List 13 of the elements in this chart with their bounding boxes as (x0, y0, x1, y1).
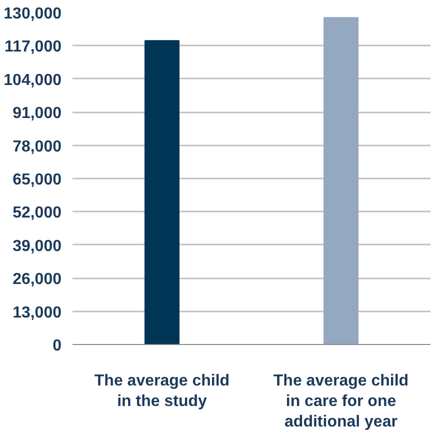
y-tick-label: 91,000 (12, 105, 62, 122)
y-tick-label: 65,000 (12, 172, 62, 188)
y-tick-label: 117,000 (4, 38, 62, 56)
y-tick-label: 13,000 (12, 304, 62, 322)
x-tick-label: The average child in care for one additional year (273, 372, 409, 430)
y-tick-label: 26,000 (12, 271, 62, 288)
y-tick-label: 78,000 (12, 138, 62, 156)
x-tick-label: The average child in the study (94, 372, 230, 410)
y-tick-label: 0 (52, 338, 62, 354)
y-tick-label: 39,000 (12, 238, 62, 255)
y-tick-label: 104,000 (4, 72, 62, 89)
y-tick-label: 130,000 (4, 6, 62, 22)
y-tick-label: 52,000 (12, 204, 62, 222)
